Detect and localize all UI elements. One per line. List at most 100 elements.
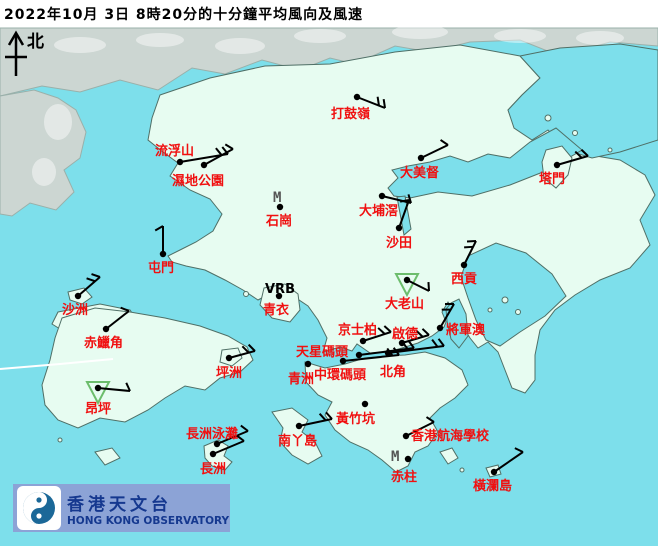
station-dot	[159, 250, 167, 258]
small-islets	[57, 114, 613, 473]
station-label: 香港航海學校	[410, 428, 490, 444]
station-20: 北角	[380, 338, 445, 380]
hko-banner: 香港天文台 HONG KONG OBSERVATORY	[13, 484, 230, 532]
wind-barb-feather	[431, 339, 439, 348]
station-dot	[339, 357, 347, 365]
station-dot	[359, 337, 367, 345]
station-label: 啟德	[392, 326, 418, 342]
station-label: 屯門	[148, 260, 174, 276]
station-dot	[361, 400, 369, 408]
tsing-yi-island	[259, 283, 301, 323]
station-dot	[355, 351, 363, 359]
wind-barb-shaft	[405, 421, 435, 437]
station-17: 啟德	[392, 326, 430, 347]
station-label: 大埔滘	[359, 203, 398, 219]
station-label: 橫瀾島	[473, 478, 512, 494]
station-25: 長洲	[200, 434, 245, 477]
missing-data-marker: M	[391, 449, 399, 465]
station-dot	[102, 325, 110, 333]
station-label: 青洲	[288, 371, 314, 387]
station-7: 沙田	[386, 199, 412, 251]
station-label: 長洲	[200, 462, 226, 477]
station-label: 將軍澳	[446, 322, 486, 338]
station-label: 天星碼頭	[296, 345, 349, 360]
station-label: 流浮山	[155, 143, 194, 159]
station-2: 濕地公園	[172, 143, 234, 189]
station-21: 青洲	[288, 360, 314, 387]
station-label: 塔門	[539, 171, 565, 187]
wind-barb-shaft	[420, 144, 449, 159]
station-label: 昂坪	[85, 401, 111, 417]
wind-barb-feather	[215, 147, 223, 156]
station-dot	[403, 276, 411, 284]
wind-barb-shaft	[356, 96, 386, 109]
station-label: 赤柱	[391, 469, 417, 485]
station-8: M 石崗	[265, 190, 292, 229]
north-label: 北	[27, 32, 44, 52]
station-dot	[378, 192, 386, 200]
station-24: 長洲泳灘	[186, 424, 249, 448]
port-shelter	[460, 242, 567, 347]
wind-barb-feather	[437, 338, 445, 347]
station-dot	[436, 324, 444, 332]
station-label: 黃竹坑	[335, 411, 375, 427]
wind-barb-feather	[407, 194, 412, 204]
station-dot	[74, 292, 82, 300]
station-14: 大老山	[385, 273, 430, 312]
wind-barb-shaft	[493, 451, 524, 473]
station-dot	[275, 292, 283, 300]
wind-barb-shaft	[342, 354, 400, 362]
wind-barb-feather	[574, 150, 583, 159]
wind-barb-shaft	[105, 310, 130, 330]
station-label: 南丫島	[278, 433, 317, 449]
wind-barb-shaft	[228, 350, 256, 359]
station-dot	[460, 261, 468, 269]
lamma-island	[271, 407, 323, 465]
wind-barb-shaft	[463, 240, 477, 266]
wind-barb-feather	[86, 277, 96, 283]
wind-barb-feather	[120, 306, 130, 312]
wind-barb-feather	[376, 96, 380, 106]
hko-name-english: HONG KONG OBSERVATORY	[67, 514, 230, 527]
po-toi-islet	[439, 447, 459, 465]
wind-barb-feather	[427, 281, 430, 292]
station-12: 赤鱲角	[84, 306, 130, 351]
wind-barb-shaft	[387, 345, 445, 354]
station-label: 沙田	[386, 236, 412, 251]
bridge-line	[0, 358, 114, 370]
station-label: 西貢	[451, 272, 477, 287]
station-dot	[402, 432, 410, 440]
page-title: 2022年10月 3日 8時20分的十分鐘平均風向及風速	[4, 7, 364, 23]
station-dot	[417, 154, 425, 162]
wind-barb-shaft	[556, 155, 589, 166]
soko-islet	[94, 447, 121, 466]
station-3: 打鼓嶺	[331, 93, 386, 122]
triangle-marker	[85, 381, 111, 406]
wind-barb-shaft	[401, 334, 430, 344]
station-4: 大美督	[400, 139, 449, 181]
station-label: 坪洲	[216, 366, 242, 381]
station-dot	[353, 93, 361, 101]
station-label: 北角	[380, 364, 406, 380]
wind-barb-shaft	[77, 276, 101, 297]
station-label: 濕地公園	[172, 173, 224, 189]
station-dot	[176, 158, 184, 166]
station-19: 中環碼頭	[314, 347, 400, 383]
wind-barb-shaft	[381, 195, 412, 204]
station-dot	[490, 468, 498, 476]
wind-barb-shaft	[398, 199, 410, 229]
wind-barb-feather	[382, 98, 386, 109]
station-dot	[276, 203, 284, 211]
wind-barb-feather	[421, 328, 430, 336]
wind-barb-shaft	[97, 387, 131, 392]
station-26: 昂坪	[85, 381, 131, 417]
station-label: 赤鱲角	[84, 335, 123, 351]
station-label: 青衣	[263, 302, 289, 318]
wind-barb-feather	[325, 411, 333, 420]
station-label: 打鼓嶺	[331, 106, 370, 122]
wind-barb-shaft	[212, 440, 245, 455]
wind-barb-feather	[514, 447, 524, 453]
station-11: 沙洲	[62, 273, 101, 318]
